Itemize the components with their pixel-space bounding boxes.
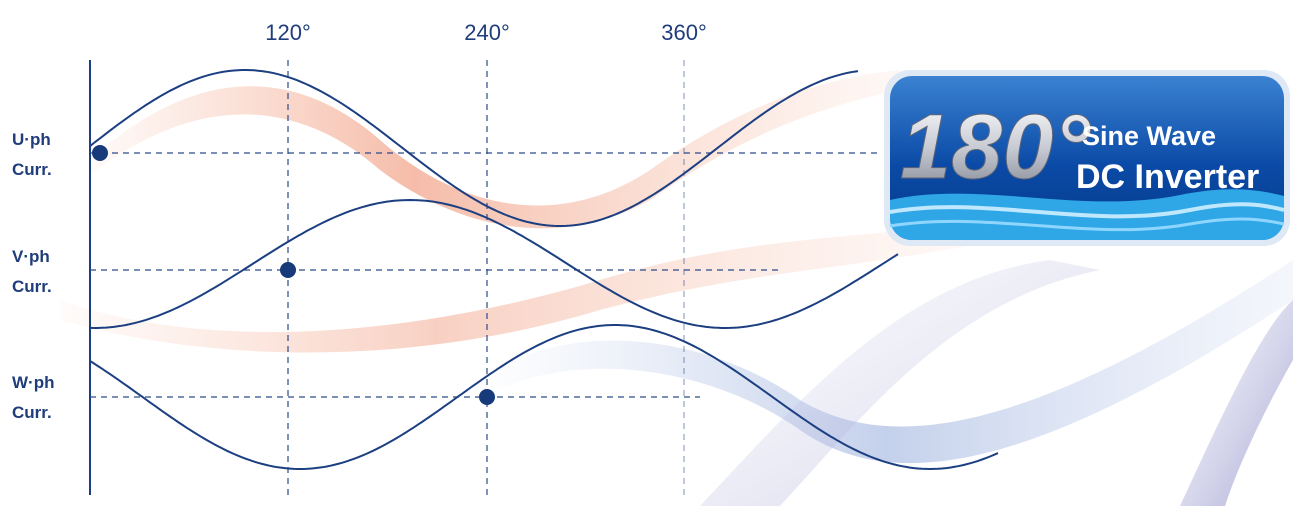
waves [89, 69, 999, 471]
current-wave [89, 324, 999, 471]
badge: 180° Sine Wave DC Inverter [884, 70, 1290, 246]
dot [479, 389, 495, 405]
badge-angle: 180° [900, 96, 1091, 198]
phase-unit: Curr. [12, 277, 52, 296]
guides [90, 60, 880, 495]
phase-unit: Curr. [12, 160, 52, 179]
current-wave [89, 198, 899, 329]
current-wave [89, 69, 859, 227]
badge-line: Sine Wave [1082, 121, 1216, 151]
phase-name: V·ph [12, 247, 50, 266]
phase-unit: Curr. [12, 403, 52, 422]
angle-label: 360° [661, 20, 707, 45]
dot [280, 262, 296, 278]
dot [92, 145, 108, 161]
angle-label: 240° [464, 20, 510, 45]
ribbons [60, 70, 1293, 506]
phase-name: W·ph [12, 373, 54, 392]
badge-line: DC Inverter [1076, 158, 1259, 196]
angle-label: 120° [265, 20, 311, 45]
phase-name: U·ph [12, 130, 51, 149]
